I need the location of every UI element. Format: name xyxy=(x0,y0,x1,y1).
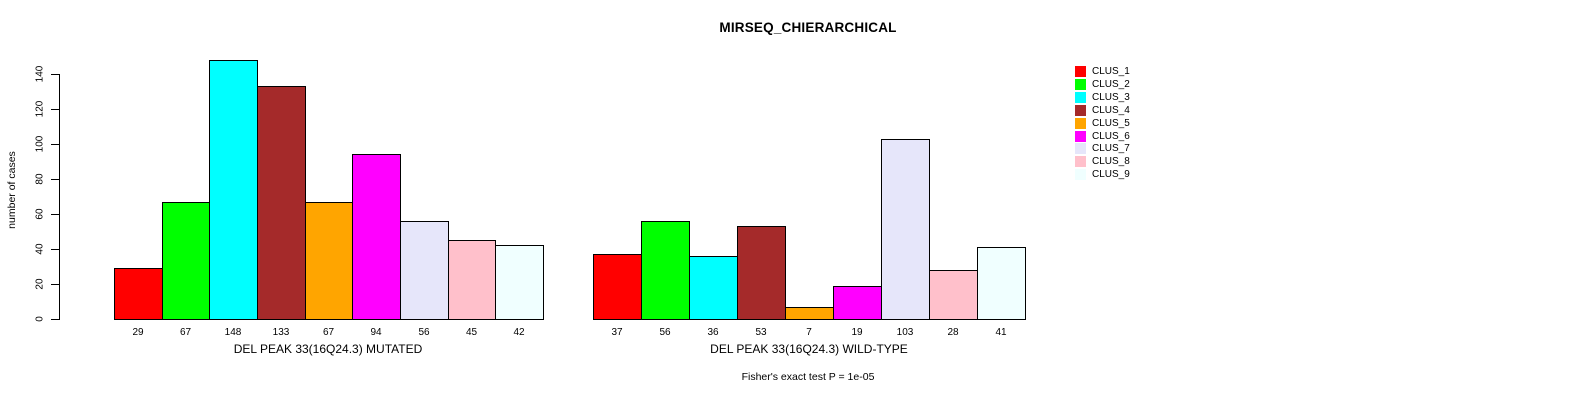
bar-clus_5 xyxy=(785,307,834,320)
bar-clus_1 xyxy=(593,254,642,320)
bar-clus_4 xyxy=(257,86,306,320)
legend-item-clus_6: CLUS_6 xyxy=(1075,130,1130,142)
x-axis-label-wild-type: DEL PEAK 33(16Q24.3) WILD-TYPE xyxy=(710,342,908,356)
y-tick xyxy=(51,284,60,285)
chart-title: MIRSEQ_CHIERARCHICAL xyxy=(719,20,897,35)
bar-value-label: 7 xyxy=(806,327,812,338)
y-tick xyxy=(51,214,60,215)
bar-value-label: 148 xyxy=(224,327,242,338)
legend-swatch-icon xyxy=(1075,117,1086,129)
y-tick xyxy=(51,179,60,180)
bar-clus_3 xyxy=(689,256,738,320)
legend-item-clus_5: CLUS_5 xyxy=(1075,117,1130,129)
legend-swatch-icon xyxy=(1075,66,1086,77)
bar-value-label: 67 xyxy=(179,327,192,338)
legend-label: CLUS_9 xyxy=(1092,169,1130,181)
y-tick-label: 100 xyxy=(34,135,46,153)
y-tick xyxy=(51,109,60,110)
x-axis-label-mutated: DEL PEAK 33(16Q24.3) MUTATED xyxy=(233,342,423,356)
bar-value-label: 56 xyxy=(418,327,430,338)
legend-swatch-icon xyxy=(1075,156,1086,168)
legend-label: CLUS_1 xyxy=(1092,66,1130,77)
bar-clus_6 xyxy=(833,286,882,320)
bar-clus_7 xyxy=(400,221,449,320)
legend-label: CLUS_4 xyxy=(1092,104,1130,116)
y-tick-label: 60 xyxy=(34,208,46,220)
legend-swatch-icon xyxy=(1075,143,1086,155)
legend-label: CLUS_6 xyxy=(1092,130,1130,142)
legend-label: CLUS_7 xyxy=(1092,143,1130,155)
legend-swatch-icon xyxy=(1075,104,1086,116)
legend-item-clus_2: CLUS_2 xyxy=(1075,78,1130,90)
y-tick xyxy=(51,144,60,145)
legend-swatch-icon xyxy=(1075,169,1086,181)
bar-value-label: 37 xyxy=(611,327,623,338)
legend-item-clus_7: CLUS_7 xyxy=(1075,143,1130,155)
legend-label: CLUS_2 xyxy=(1092,78,1130,90)
y-axis-line xyxy=(59,74,60,320)
y-tick xyxy=(51,319,60,320)
legend-item-clus_8: CLUS_8 xyxy=(1075,156,1130,168)
bar-value-label: 94 xyxy=(370,327,382,338)
bar-clus_4 xyxy=(737,226,786,320)
legend-swatch-icon xyxy=(1075,91,1086,103)
bar-clus_2 xyxy=(641,221,690,320)
legend-item-clus_9: CLUS_9 xyxy=(1075,169,1130,181)
legend-item-clus_3: CLUS_3 xyxy=(1075,91,1130,103)
bar-clus_9 xyxy=(495,245,544,320)
bar-value-label: 42 xyxy=(513,327,525,338)
y-tick-label: 120 xyxy=(34,100,46,118)
bar-clus_6 xyxy=(352,154,401,320)
bar-clus_5 xyxy=(305,202,353,320)
bar-clus_7 xyxy=(881,139,930,320)
legend-swatch-icon xyxy=(1075,130,1086,142)
bar-value-label: 29 xyxy=(132,327,144,338)
bar-value-label: 133 xyxy=(272,327,290,338)
bar-clus_8 xyxy=(929,270,978,320)
y-tick xyxy=(51,249,60,250)
legend-item-clus_1: CLUS_1 xyxy=(1075,66,1130,77)
bar-value-label: 28 xyxy=(947,327,959,338)
y-tick-label: 40 xyxy=(34,243,46,255)
bar-value-label: 41 xyxy=(995,327,1007,338)
bar-clus_3 xyxy=(209,60,258,320)
legend-label: CLUS_3 xyxy=(1092,91,1130,103)
bar-value-label: 19 xyxy=(851,327,863,338)
y-axis-title: number of cases xyxy=(6,151,18,229)
bar-value-label: 36 xyxy=(707,327,719,338)
bar-value-label: 53 xyxy=(755,327,767,338)
y-tick-label: 0 xyxy=(34,316,46,322)
y-tick-label: 80 xyxy=(34,173,46,185)
y-tick-label: 140 xyxy=(34,65,46,83)
y-tick xyxy=(51,74,60,75)
bar-value-label: 67 xyxy=(322,327,335,338)
bar-clus_1 xyxy=(114,268,163,320)
legend-swatch-icon xyxy=(1075,78,1086,90)
bar-clus_9 xyxy=(977,247,1026,320)
bar-value-label: 103 xyxy=(896,327,914,338)
legend-label: CLUS_5 xyxy=(1092,117,1130,129)
bar-value-label: 56 xyxy=(659,327,671,338)
y-tick-label: 20 xyxy=(34,278,46,290)
bar-clus_8 xyxy=(448,240,496,320)
fisher-test-annotation: Fisher's exact test P = 1e-05 xyxy=(741,371,875,383)
bar-value-label: 45 xyxy=(465,327,478,338)
legend-label: CLUS_8 xyxy=(1092,156,1130,168)
legend-item-clus_4: CLUS_4 xyxy=(1075,104,1130,116)
bar-clus_2 xyxy=(162,202,210,320)
